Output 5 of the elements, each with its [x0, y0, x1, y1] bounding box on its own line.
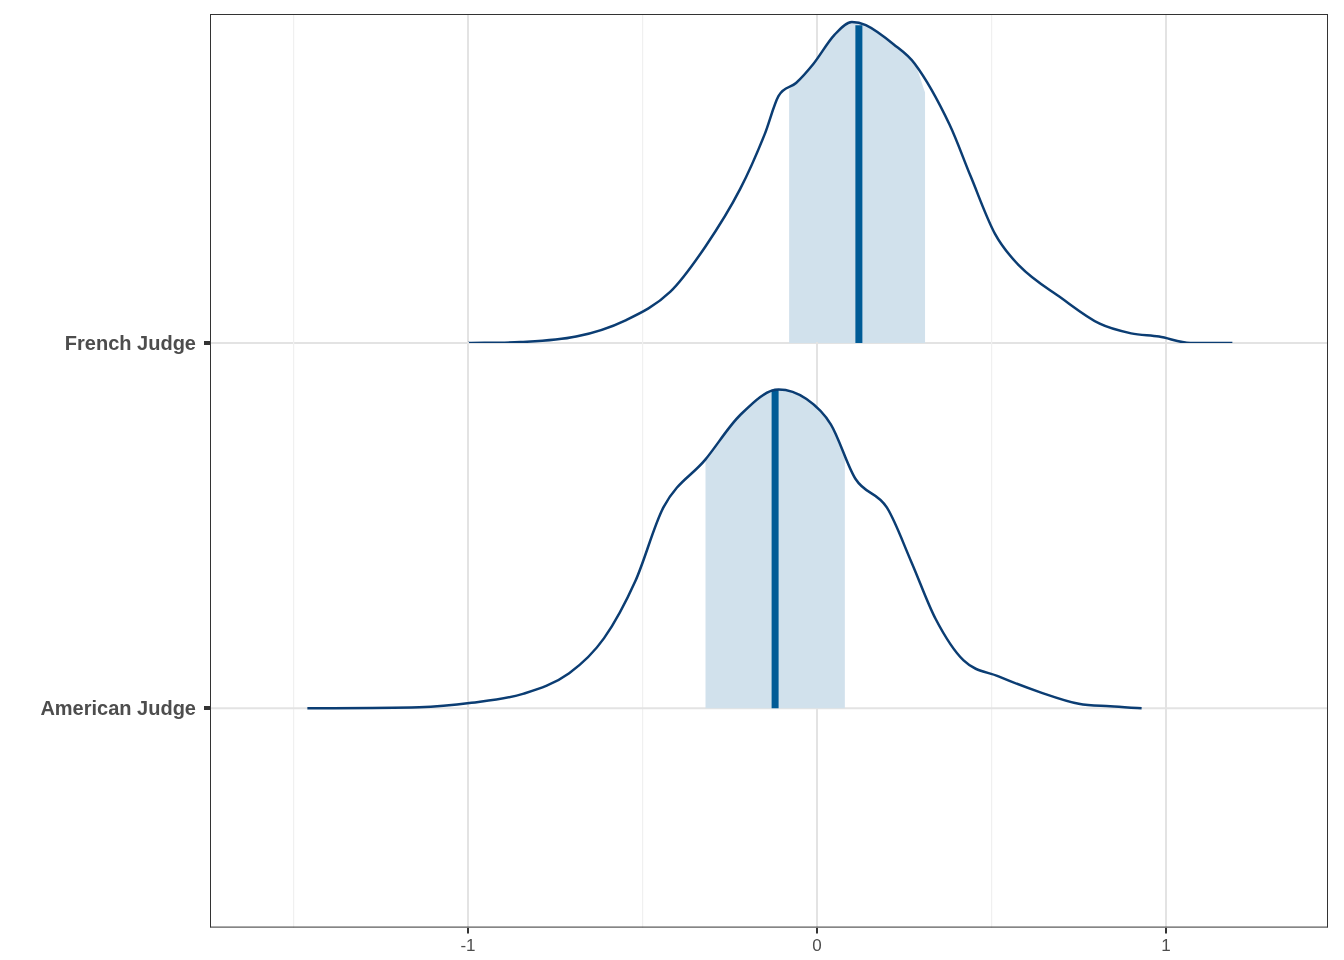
- y-axis-title: French Judge: [64, 331, 196, 354]
- x-tick-label: 0: [812, 936, 822, 956]
- y-axis-title: American Judge: [40, 696, 196, 719]
- x-tick-label: 1: [1161, 936, 1171, 956]
- x-tick-label: -1: [460, 936, 476, 956]
